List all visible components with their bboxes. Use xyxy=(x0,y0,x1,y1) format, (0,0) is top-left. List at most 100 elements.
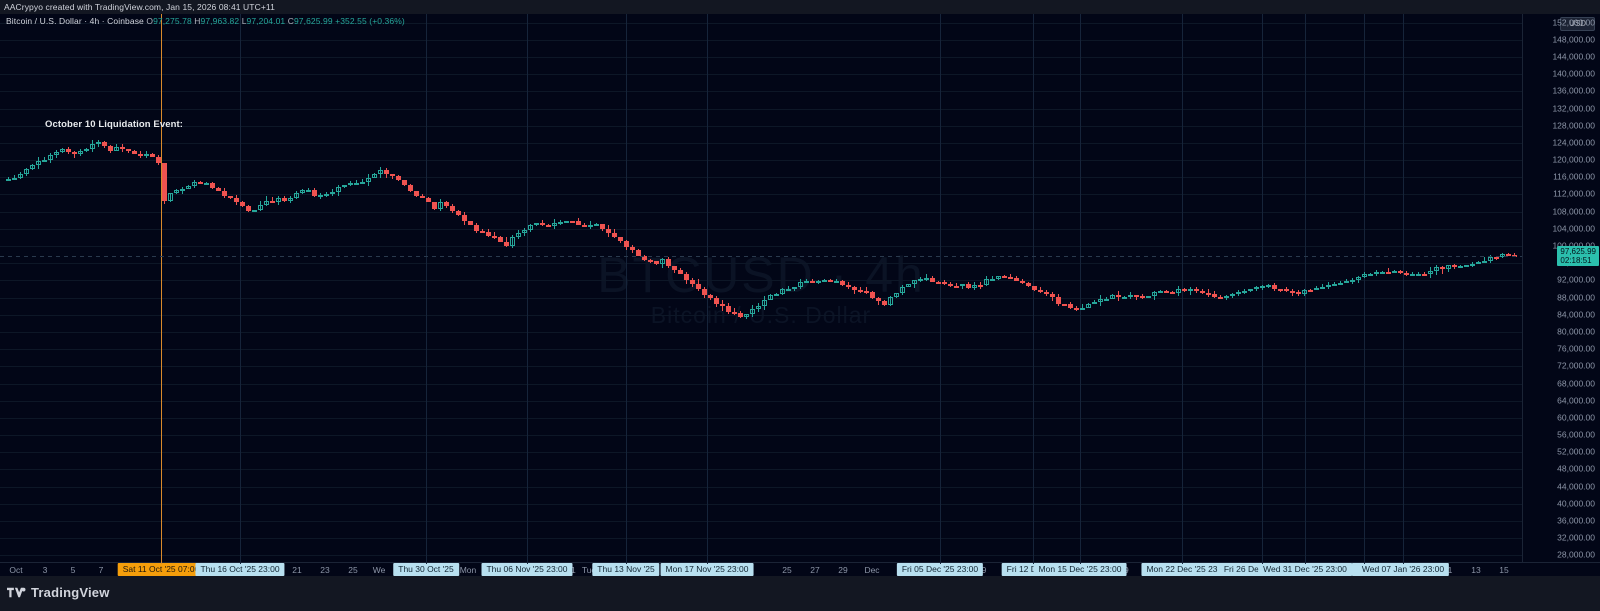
candle-body xyxy=(1476,261,1481,264)
candle-wick xyxy=(908,284,909,288)
horizontal-gridline xyxy=(0,469,1522,471)
candle xyxy=(1392,14,1397,564)
time-axis-chip[interactable]: Mon 15 Dec '25 23:00 xyxy=(1033,563,1127,576)
candle-body xyxy=(1218,296,1223,299)
candle-body xyxy=(894,293,899,297)
candle xyxy=(1158,14,1163,564)
candle xyxy=(1320,14,1325,564)
candle xyxy=(1008,14,1013,564)
time-axis-chip[interactable]: Wed 31 Dec '25 23:00 xyxy=(1258,563,1352,576)
price-axis-label: 44,000.00 xyxy=(1557,481,1595,492)
candle-body xyxy=(150,153,155,157)
horizontal-gridline xyxy=(0,142,1522,144)
candle xyxy=(366,14,371,564)
candle-body xyxy=(1410,274,1415,277)
candle-body xyxy=(618,237,623,242)
currency-chip[interactable]: USD xyxy=(1560,17,1595,31)
candle xyxy=(702,14,707,564)
candle xyxy=(894,14,899,564)
candle xyxy=(1458,14,1463,564)
horizontal-gridline xyxy=(0,366,1522,368)
candle xyxy=(570,14,575,564)
candle-body xyxy=(372,173,377,179)
time-axis[interactable]: Oct357212325WeWec21MonTue 04 N21TueWec21… xyxy=(0,562,1600,576)
candle-body xyxy=(54,152,59,156)
candle-body xyxy=(528,225,533,230)
candle-wick xyxy=(524,227,525,236)
price-axis[interactable]: USD 152,000.00 148,000.00 144,000.00 140,00… xyxy=(1522,14,1600,564)
time-axis-event-chip[interactable]: Sat 11 Oct '25 07:00 xyxy=(117,563,205,576)
candle xyxy=(1488,14,1493,564)
candle xyxy=(1176,14,1181,564)
time-axis-chip[interactable]: Wed 07 Jan '26 23:00 xyxy=(1356,563,1450,576)
candle xyxy=(84,14,89,564)
time-axis-chip[interactable]: Fri 05 Dec '25 23:00 xyxy=(896,563,984,576)
time-axis-tick: 21 xyxy=(292,565,302,575)
candle-wick xyxy=(494,232,495,240)
candle xyxy=(516,14,521,564)
candle-wick xyxy=(1430,266,1431,279)
candle xyxy=(342,14,347,564)
candle-wick xyxy=(662,257,663,269)
horizontal-gridline xyxy=(0,538,1522,540)
candle-body xyxy=(78,150,83,155)
candle xyxy=(1350,14,1355,564)
time-axis-chip[interactable]: Thu 06 Nov '25 23:00 xyxy=(481,563,573,576)
candle-body xyxy=(774,293,779,296)
candle-body xyxy=(822,280,827,283)
candle-wick xyxy=(770,294,771,301)
candle-body xyxy=(252,210,257,213)
candle-body xyxy=(192,182,197,186)
candle-body xyxy=(42,159,47,162)
candle xyxy=(924,14,929,564)
candle-body xyxy=(552,223,557,226)
price-axis-label: 56,000.00 xyxy=(1557,429,1595,440)
time-axis-chip[interactable]: Thu 16 Oct '25 23:00 xyxy=(195,563,285,576)
candle-body xyxy=(216,187,221,192)
candle-body xyxy=(816,281,821,284)
candle-body xyxy=(756,306,761,309)
time-axis-tick: Dec xyxy=(864,565,880,575)
time-axis-chip[interactable]: Thu 30 Oct '25 xyxy=(393,563,459,576)
candle-body xyxy=(1470,263,1475,266)
candle-wick xyxy=(1112,293,1113,300)
current-price-badge[interactable]: 97,625.99 02:18:51 xyxy=(1557,246,1599,267)
plot-area[interactable]: BTCUSD · 4h Bitcoin / U.S. Dollar Octobe… xyxy=(0,14,1522,564)
candle xyxy=(882,14,887,564)
candle xyxy=(36,14,41,564)
candle xyxy=(750,14,755,564)
candle xyxy=(600,14,605,564)
candle xyxy=(114,14,119,564)
legend-close-value: 97,625.99 xyxy=(293,16,333,26)
legend-symbol[interactable]: Bitcoin / U.S. Dollar · 4h · Coinbase xyxy=(6,16,144,26)
legend-low-value: 97,204.01 xyxy=(246,16,286,26)
candle xyxy=(720,14,725,564)
time-axis-chip[interactable]: Thu 13 Nov '25 xyxy=(592,563,660,576)
candle-wick xyxy=(926,274,927,281)
time-axis-chip[interactable]: Mon 17 Nov '25 23:00 xyxy=(660,563,754,576)
candle-wick xyxy=(518,230,519,239)
price-axis-label: 36,000.00 xyxy=(1557,515,1595,526)
candle-body xyxy=(378,170,383,174)
candle-body xyxy=(1488,256,1493,261)
candle xyxy=(684,14,689,564)
legend-low-label: L xyxy=(241,16,247,26)
vertical-gridline xyxy=(426,14,427,564)
candle xyxy=(1044,14,1049,564)
candle-body xyxy=(1242,291,1247,294)
candle xyxy=(246,14,251,564)
candle xyxy=(828,14,833,564)
candle xyxy=(786,14,791,564)
candle-wick xyxy=(1442,265,1443,274)
time-axis-chip[interactable]: Mon 22 Dec '25 23 xyxy=(1141,563,1223,576)
candle-wick xyxy=(1322,284,1323,290)
attribution-bar: AACrypyo created with TradingView.com, J… xyxy=(0,0,1600,14)
candle xyxy=(576,14,581,564)
candle xyxy=(534,14,539,564)
candle xyxy=(1092,14,1097,564)
candle-wick xyxy=(56,149,57,158)
candle-wick xyxy=(986,276,987,287)
tradingview-logo[interactable]: TradingView xyxy=(7,585,110,600)
chart-legend[interactable]: Bitcoin / U.S. Dollar · 4h · Coinbase O9… xyxy=(6,16,405,26)
candle xyxy=(1104,14,1109,564)
